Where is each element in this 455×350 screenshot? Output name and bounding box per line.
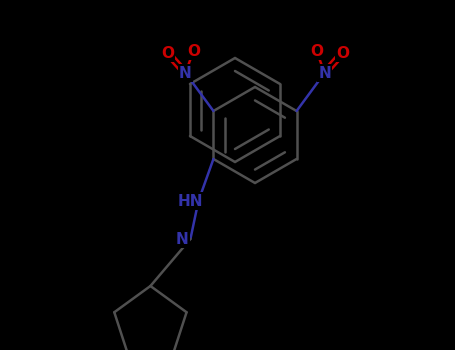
Text: N: N	[179, 65, 192, 80]
Text: O: O	[310, 43, 323, 58]
Text: N: N	[176, 231, 189, 246]
Text: N: N	[318, 65, 331, 80]
Text: HN: HN	[178, 194, 203, 209]
Text: O: O	[336, 46, 349, 61]
Text: O: O	[161, 46, 174, 61]
Text: O: O	[187, 43, 200, 58]
